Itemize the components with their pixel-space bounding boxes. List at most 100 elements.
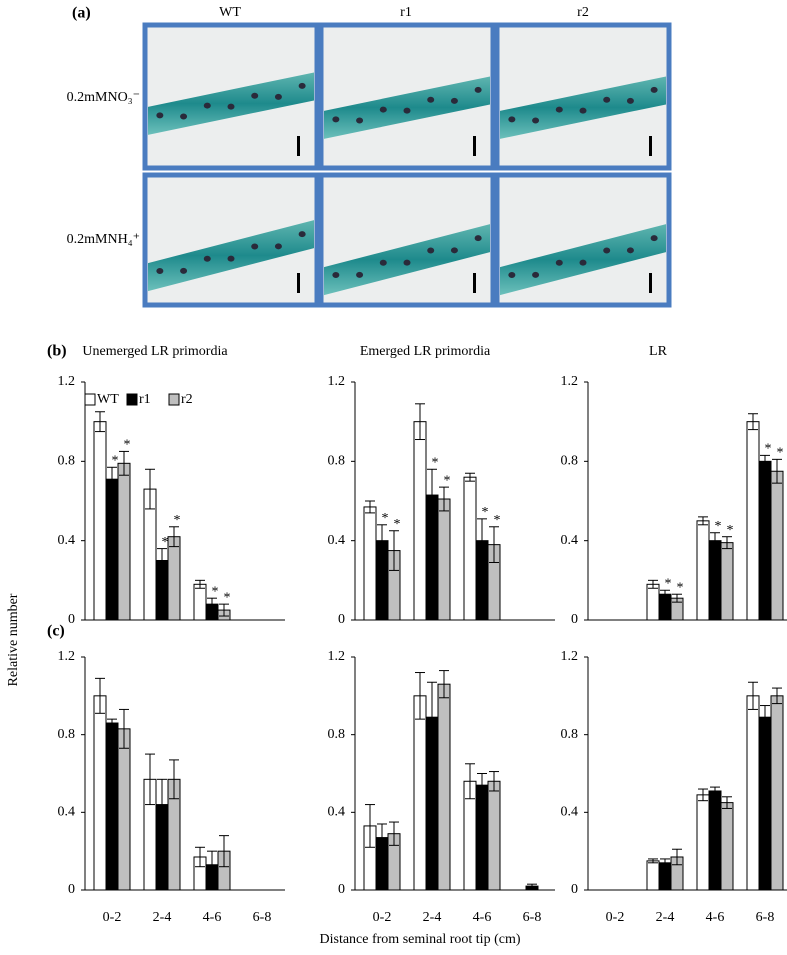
y-tick-label: 0: [338, 882, 345, 897]
primordium: [356, 117, 364, 124]
primordium: [403, 259, 411, 266]
y-tick-label: 0: [68, 882, 75, 897]
error-bar: [489, 771, 499, 792]
significance-mark: *: [665, 576, 672, 591]
bar: [720, 802, 734, 891]
primordium: [203, 102, 211, 109]
error-bar: [710, 532, 720, 550]
error-bar: [207, 850, 217, 879]
error-bar: [107, 466, 117, 492]
bar: [708, 790, 722, 891]
bar: [708, 540, 722, 621]
y-tick-label: 0: [68, 612, 75, 627]
significance-mark: *: [224, 590, 231, 605]
y-tick-label: 0.4: [561, 533, 579, 548]
column-label: r2: [577, 5, 589, 20]
error-bar: [389, 530, 399, 571]
legend-swatch: [168, 393, 180, 406]
x-tick-label: 2-4: [153, 910, 172, 925]
bar: [475, 784, 489, 891]
bar: [193, 583, 207, 621]
primordium: [603, 96, 611, 103]
y-tick-label: 0.4: [328, 805, 346, 820]
bar: [696, 794, 710, 891]
bar: [363, 506, 377, 621]
error-bar: [465, 472, 475, 482]
y-tick-label: 0.8: [328, 454, 346, 469]
y-tick-label: 1.2: [58, 374, 76, 389]
significance-mark: *: [677, 580, 684, 595]
error-bar: [722, 796, 732, 809]
primordium: [298, 82, 306, 89]
error-bar: [748, 681, 758, 710]
legend-label: r1: [139, 392, 151, 407]
y-tick-label: 1.2: [328, 649, 346, 664]
y-tick-label: 0.8: [58, 454, 76, 469]
error-bar: [465, 763, 475, 800]
y-tick-label: 0.8: [561, 454, 579, 469]
error-bar: [772, 687, 782, 705]
primordium: [626, 97, 634, 104]
error-bar: [760, 454, 770, 468]
error-bar: [415, 672, 425, 720]
error-bar: [119, 450, 129, 476]
error-bar: [169, 526, 179, 548]
scale-bar: [473, 273, 476, 293]
error-bar: [119, 708, 129, 749]
error-bar: [698, 516, 708, 526]
error-bar: [157, 778, 167, 831]
bar: [105, 722, 119, 891]
error-bar: [157, 548, 167, 573]
y-tick-label: 1.2: [561, 649, 579, 664]
primordium: [251, 243, 259, 250]
primordium: [180, 267, 188, 274]
bar: [758, 716, 772, 891]
bar: [93, 421, 107, 621]
x-tick-label: 0-2: [606, 910, 625, 925]
error-bar: [219, 603, 229, 617]
primordium: [450, 97, 458, 104]
error-bar: [648, 858, 658, 864]
error-bar: [527, 883, 537, 889]
error-bar: [477, 518, 487, 563]
panel-label: (b): [47, 343, 67, 360]
error-bar: [672, 848, 682, 866]
column-label: WT: [219, 5, 241, 20]
error-bar: [365, 500, 375, 514]
bar: [770, 470, 784, 621]
error-bar: [145, 753, 155, 806]
error-bar: [219, 835, 229, 868]
primordium: [251, 92, 259, 99]
bar: [720, 542, 734, 621]
primordium: [156, 112, 164, 119]
significance-mark: *: [444, 473, 451, 488]
primordium: [227, 255, 235, 262]
error-bar: [415, 403, 425, 441]
error-bar: [439, 670, 449, 699]
chart-title: Emerged LR primordia: [360, 344, 491, 359]
legend-swatch: [84, 393, 96, 406]
primordium: [532, 117, 540, 124]
error-bar: [672, 593, 682, 603]
bar: [413, 695, 427, 891]
legend-label: WT: [97, 392, 119, 407]
x-tick-label: 2-4: [423, 910, 442, 925]
error-bar: [748, 413, 758, 431]
error-bar: [365, 804, 375, 848]
significance-mark: *: [112, 454, 119, 469]
primordium: [603, 247, 611, 254]
significance-mark: *: [212, 584, 219, 599]
column-label: r1: [400, 5, 412, 20]
primordium: [555, 106, 563, 113]
y-tick-label: 0.4: [561, 805, 579, 820]
scale-bar: [649, 273, 652, 293]
significance-mark: *: [494, 513, 501, 528]
x-tick-label: 6-8: [523, 910, 542, 925]
primordium: [579, 107, 587, 114]
bar: [746, 695, 760, 891]
primordium: [650, 86, 658, 93]
error-bar: [489, 526, 499, 563]
bar: [93, 695, 107, 891]
primordium: [555, 259, 563, 266]
